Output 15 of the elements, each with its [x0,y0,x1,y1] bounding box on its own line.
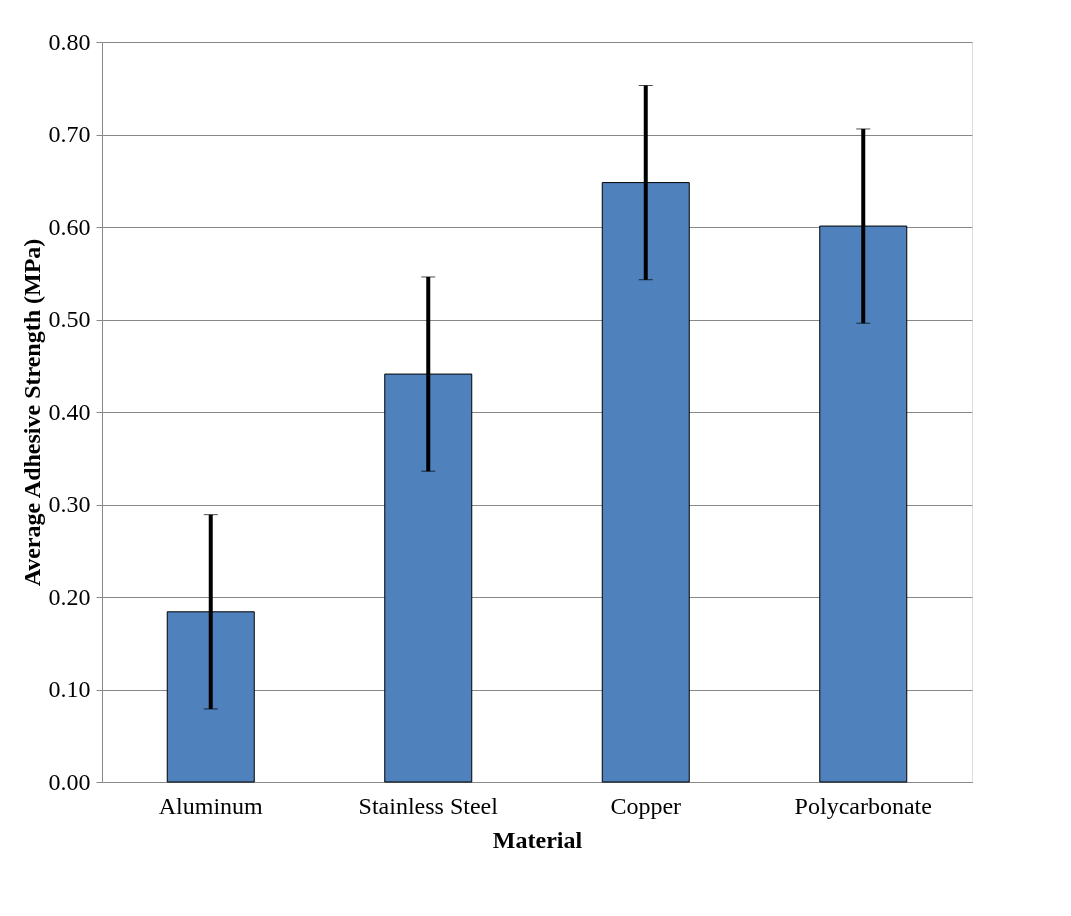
y-axis-title: Average Adhesive Strength (MPa) [18,238,45,587]
x-tick-label: Stainless Steel [358,792,499,819]
x-tick-label: Copper [610,792,682,819]
y-tick-label: 0.40 [48,398,91,425]
y-tick-label: 0.70 [48,121,91,147]
y-tick-label: 0.60 [48,213,91,240]
x-tick-label: Aluminum [158,792,264,819]
y-tick-label: 0.10 [48,676,91,702]
y-tick-label: 0.80 [48,28,91,55]
y-tick-label: 0.20 [48,583,91,610]
x-axis-title: Material [492,826,583,853]
x-tick-label: Polycarbonate [794,792,932,819]
y-tick-label: 0.00 [48,768,91,795]
y-tick-label: 0.30 [48,491,91,517]
y-tick-label: 0.50 [48,306,91,332]
